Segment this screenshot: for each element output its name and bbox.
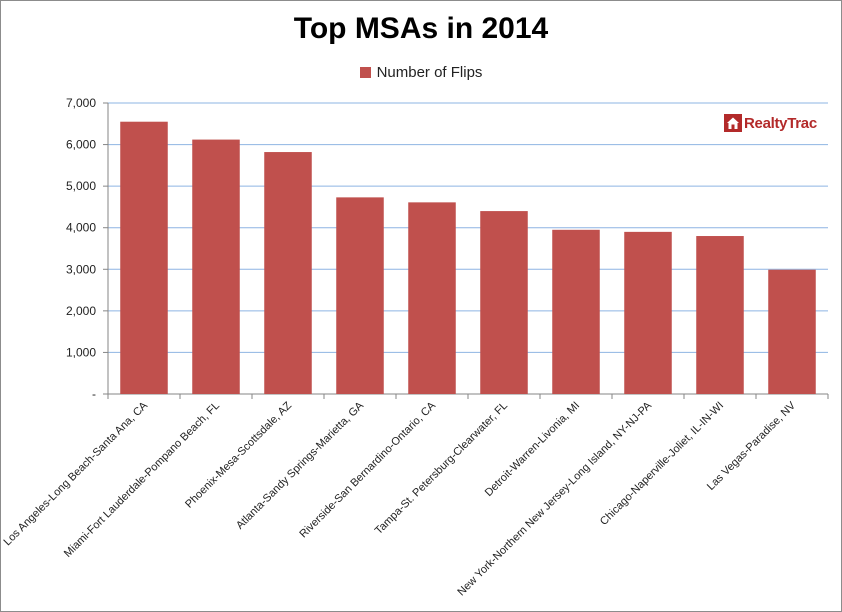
x-tick-label: Chicago-Naperville-Joliet, IL-IN-WI	[598, 400, 726, 528]
bar	[408, 202, 456, 394]
x-tick-label: Los Angeles-Long Beach-Santa Ana, CA	[2, 399, 151, 548]
legend: Number of Flips	[0, 64, 842, 81]
x-tick-label: Tampa-St. Petersburg-Clearwater, FL	[373, 400, 510, 537]
x-tick-label: Riverside-San Bernardino-Ontario, CA	[297, 399, 438, 540]
y-tick-label: 4,000	[66, 221, 96, 235]
y-tick-label: 5,000	[66, 179, 96, 193]
x-tick-label: Atlanta-Sandy Springs-Marietta, GA	[234, 399, 367, 532]
bar	[624, 231, 672, 394]
realtytrac-logo: RealtyTrac	[724, 114, 817, 132]
y-tick-label: 2,000	[66, 304, 96, 318]
bar	[336, 197, 384, 394]
legend-label: Number of Flips	[376, 64, 483, 81]
house-icon	[724, 114, 742, 132]
chart-title: Top MSAs in 2014	[293, 12, 549, 45]
x-tick-label: Miami-Fort Lauderdale-Pompano Beach, FL	[62, 400, 222, 560]
bar	[480, 211, 528, 394]
logo-text: RealtyTrac	[744, 114, 817, 132]
bar	[264, 152, 312, 394]
y-tick-label: -	[92, 387, 96, 401]
y-tick-label: 1,000	[66, 345, 96, 359]
bar	[120, 121, 168, 394]
y-tick-label: 6,000	[66, 138, 96, 152]
bar	[696, 236, 744, 394]
y-tick-label: 7,000	[66, 96, 96, 110]
bar	[192, 139, 240, 394]
bar	[552, 229, 600, 394]
legend-swatch	[359, 67, 371, 78]
bar	[768, 269, 816, 394]
y-tick-label: 3,000	[66, 262, 96, 276]
